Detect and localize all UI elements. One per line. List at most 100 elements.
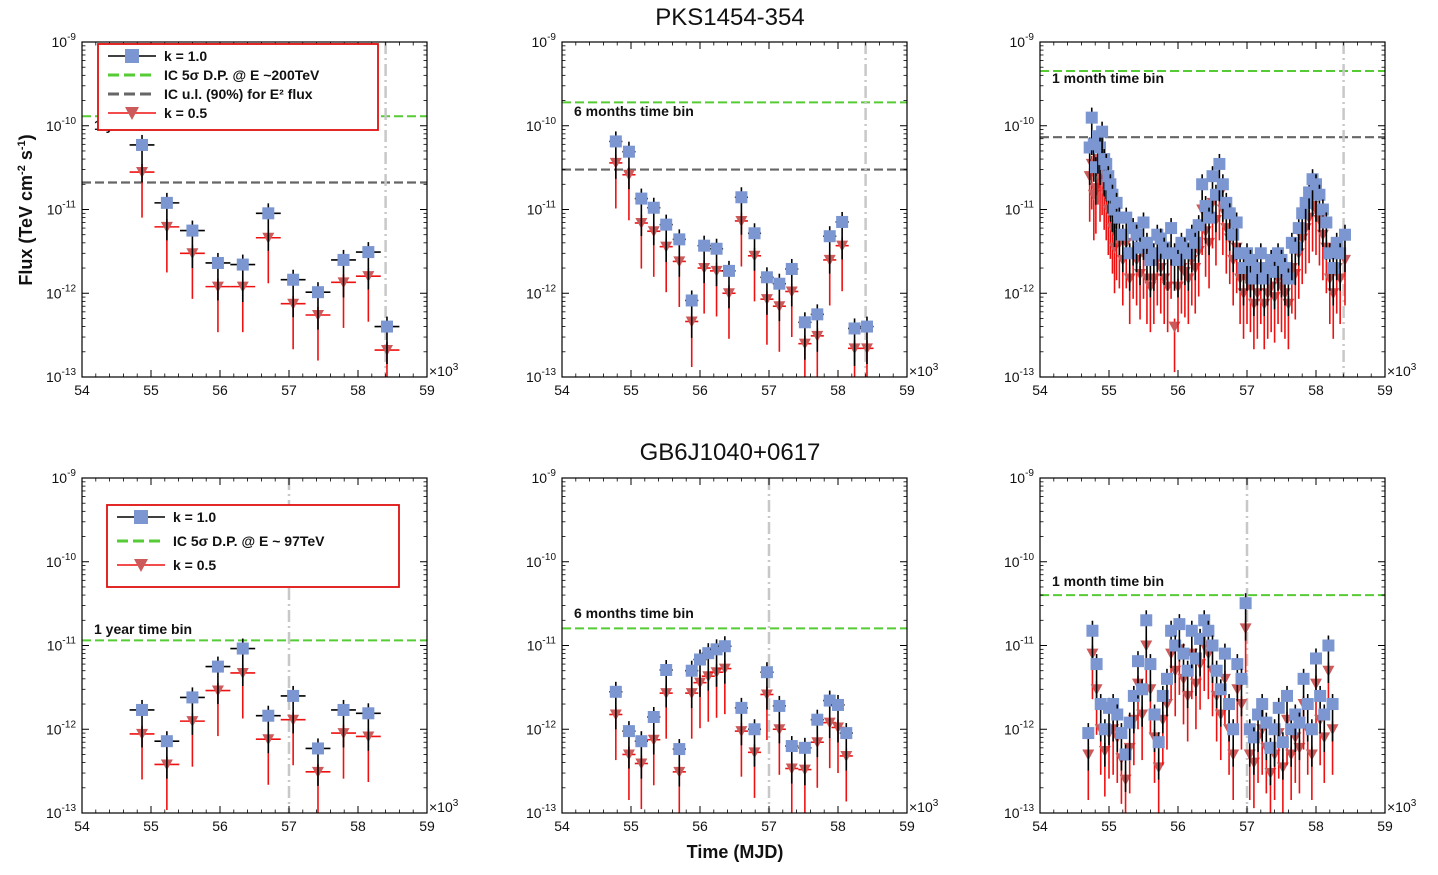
marker-k1 <box>635 192 648 205</box>
marker-k1 <box>1210 664 1223 677</box>
y-tick-label: 10-12 <box>46 283 76 301</box>
marker-k1 <box>647 201 660 214</box>
y-tick-label: 10-13 <box>46 803 76 821</box>
marker-k1 <box>748 723 761 736</box>
legend-k05-marker <box>125 107 139 120</box>
marker-k1 <box>1119 748 1132 761</box>
x-tick-label: 55 <box>143 818 159 834</box>
marker-k1 <box>1181 664 1194 677</box>
x-multiplier: ×103 <box>429 362 459 379</box>
marker-k1 <box>1147 247 1160 260</box>
marker-k1 <box>609 685 622 698</box>
y-tick-label: 10-10 <box>526 116 556 134</box>
marker-k1 <box>1231 658 1244 671</box>
marker-k1 <box>1085 111 1098 124</box>
y-tick-label: 10-12 <box>1004 283 1034 301</box>
marker-k1 <box>1272 247 1285 260</box>
legend-label-k1: k = 1.0 <box>173 509 216 525</box>
marker-k1 <box>836 215 849 228</box>
legend-label-gray: IC u.l. (90%) for E² flux <box>164 86 313 102</box>
marker-k1 <box>1196 178 1209 191</box>
marker-k1 <box>1214 683 1227 696</box>
marker-k1 <box>262 709 275 722</box>
marker-k1 <box>1305 723 1318 736</box>
y-tick-label: 10-9 <box>532 468 557 486</box>
x-tick-label: 59 <box>899 382 915 398</box>
marker-k1 <box>785 740 798 753</box>
marker-k1 <box>773 277 786 290</box>
y-tick-label: 10-12 <box>526 719 556 737</box>
x-tick-label: 57 <box>761 382 777 398</box>
marker-k1 <box>1165 222 1178 235</box>
marker-k1 <box>1098 723 1111 736</box>
panel-2: 54 55 56 57 58 59 ×103 10-13 10-12 10-11 10-10 10-9… <box>526 32 939 398</box>
marker-k1 <box>1086 624 1099 637</box>
marker-k1 <box>1082 727 1095 740</box>
y-tick-label: 10-11 <box>47 636 77 654</box>
marker-k1 <box>673 743 686 756</box>
x-axis-label: Time (MJD) <box>687 842 784 862</box>
marker-k1 <box>698 239 711 252</box>
x-tick-label: 56 <box>212 382 228 398</box>
marker-k1 <box>1140 236 1153 249</box>
marker-k1 <box>160 196 173 209</box>
x-tick-label: 58 <box>350 382 366 398</box>
panel-4: 54 55 56 57 58 59 ×103 10-13 10-12 10-11 10-10 10-9… <box>46 468 459 834</box>
x-tick-label: 58 <box>350 818 366 834</box>
y-tick-label: 10-12 <box>526 283 556 301</box>
bin-label: 6 months time bin <box>574 605 694 621</box>
y-tick-label: 10-11 <box>527 200 557 218</box>
marker-k1 <box>1314 689 1327 702</box>
marker-k1 <box>1234 247 1247 260</box>
marker-k1 <box>1272 701 1285 714</box>
marker-k1 <box>1131 655 1144 668</box>
x-tick-label: 56 <box>1170 382 1186 398</box>
marker-k1 <box>1323 247 1336 260</box>
legend-label-k1: k = 1.0 <box>164 48 207 64</box>
x-tick-label: 58 <box>1308 382 1324 398</box>
marker-k1 <box>1310 652 1322 665</box>
marker-k1 <box>1115 727 1128 740</box>
panel-5: 54 55 56 57 58 59 ×103 10-13 10-12 10-11 10-10 10-9… <box>526 468 939 834</box>
marker-k1 <box>1268 723 1281 736</box>
legend-k05-marker <box>134 559 148 572</box>
x-tick-label: 54 <box>74 382 90 398</box>
marker-k1 <box>811 713 824 726</box>
x-multiplier: ×103 <box>429 798 459 815</box>
x-tick-label: 54 <box>554 818 570 834</box>
x-multiplier: ×103 <box>909 362 939 379</box>
marker-k1 <box>287 273 300 286</box>
marker-k1 <box>1326 698 1339 711</box>
marker-k1 <box>773 699 786 712</box>
marker-k1 <box>811 308 824 321</box>
marker-k1 <box>685 294 698 307</box>
y-tick-label: 10-13 <box>46 367 76 385</box>
y-tick-label: 10-12 <box>46 719 76 737</box>
marker-k1 <box>1148 708 1161 721</box>
marker-k1 <box>1161 247 1174 260</box>
y-tick-label: 10-13 <box>526 803 556 821</box>
marker-k1 <box>1256 698 1269 711</box>
marker-k1 <box>1110 196 1123 209</box>
x-tick-label: 57 <box>1239 818 1255 834</box>
x-tick-label: 57 <box>1239 382 1255 398</box>
marker-k1 <box>635 735 648 748</box>
marker-k1 <box>1213 157 1226 170</box>
x-tick-label: 56 <box>1170 818 1186 834</box>
x-tick-label: 55 <box>623 818 639 834</box>
marker-k1 <box>311 286 324 299</box>
legend-box <box>106 504 400 588</box>
y-tick-label: 10-10 <box>1004 116 1034 134</box>
marker-k1 <box>1094 141 1107 154</box>
marker-k1 <box>1239 597 1252 610</box>
bin-label: 6 months time bin <box>574 103 694 119</box>
x-tick-label: 55 <box>1101 382 1117 398</box>
marker-k1 <box>760 271 773 284</box>
marker-k1 <box>748 227 761 240</box>
y-axis-label: Flux (TeV cm-2 s-1) <box>16 134 36 285</box>
marker-k1 <box>1218 647 1231 660</box>
marker-k1 <box>186 691 199 704</box>
bin-label: 1 month time bin <box>1052 573 1164 589</box>
y-tick-label: 10-11 <box>1005 636 1035 654</box>
